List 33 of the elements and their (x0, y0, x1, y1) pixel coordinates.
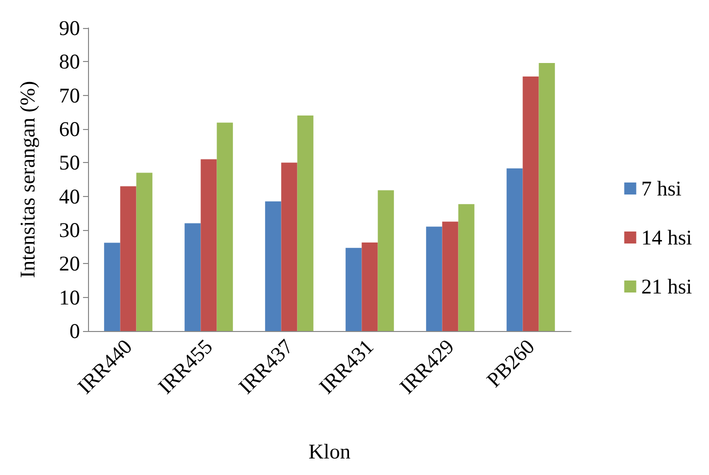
y-tick-label: 10 (59, 285, 80, 310)
bar (216, 122, 233, 331)
legend-label: 14 hsi (641, 226, 692, 250)
bar (426, 226, 442, 331)
bar (442, 222, 458, 331)
bar (120, 186, 136, 331)
bar (136, 172, 152, 331)
legend-label: 21 hsi (641, 274, 692, 298)
x-axis-title: Klon (308, 440, 351, 464)
y-tick-label: 30 (59, 218, 80, 242)
bar (458, 204, 474, 331)
y-tick-label: 60 (59, 117, 80, 141)
y-tick-label: 0 (70, 319, 80, 343)
bar (265, 201, 282, 331)
legend-label: 7 hsi (641, 176, 682, 200)
bar (281, 162, 298, 331)
bar (200, 159, 217, 331)
y-tick-label: 50 (59, 150, 80, 175)
y-axis-title: Intensitas serangan (%) (16, 80, 40, 278)
bar (522, 76, 539, 331)
bar (184, 223, 201, 331)
bar (538, 63, 555, 331)
bar (506, 168, 523, 331)
y-tick-label: 20 (59, 252, 80, 276)
y-tick-label: 70 (59, 83, 80, 108)
bar (378, 190, 394, 331)
bar (362, 242, 378, 331)
y-tick-label: 80 (59, 50, 80, 74)
y-tick-label: 90 (59, 16, 80, 40)
bar (104, 242, 120, 331)
bar (346, 248, 362, 331)
bar (297, 116, 314, 331)
y-tick-label: 40 (59, 184, 80, 208)
